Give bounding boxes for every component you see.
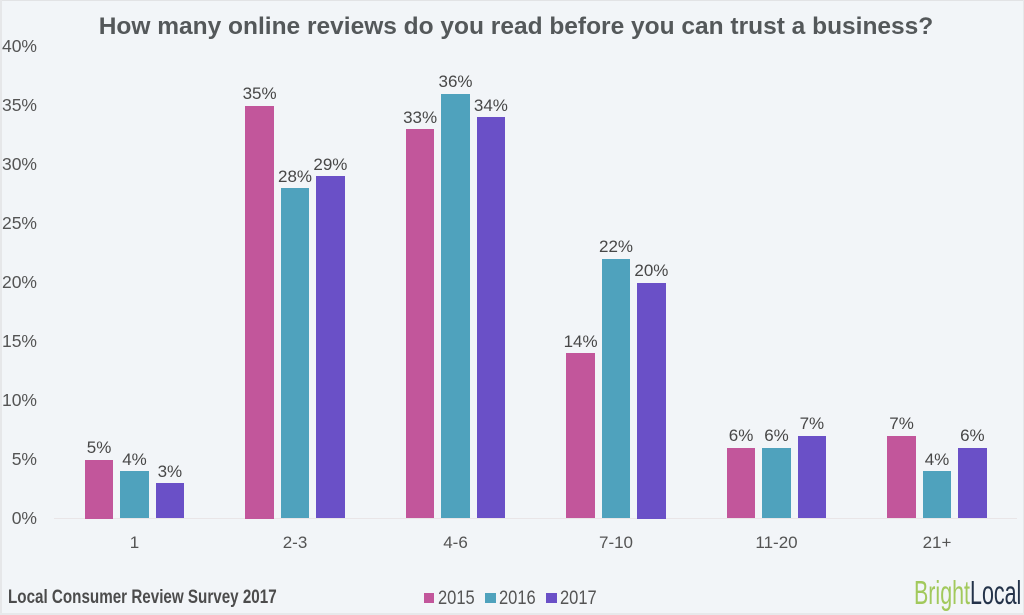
svg-text:BrightLocal: BrightLocal [914, 574, 1021, 611]
